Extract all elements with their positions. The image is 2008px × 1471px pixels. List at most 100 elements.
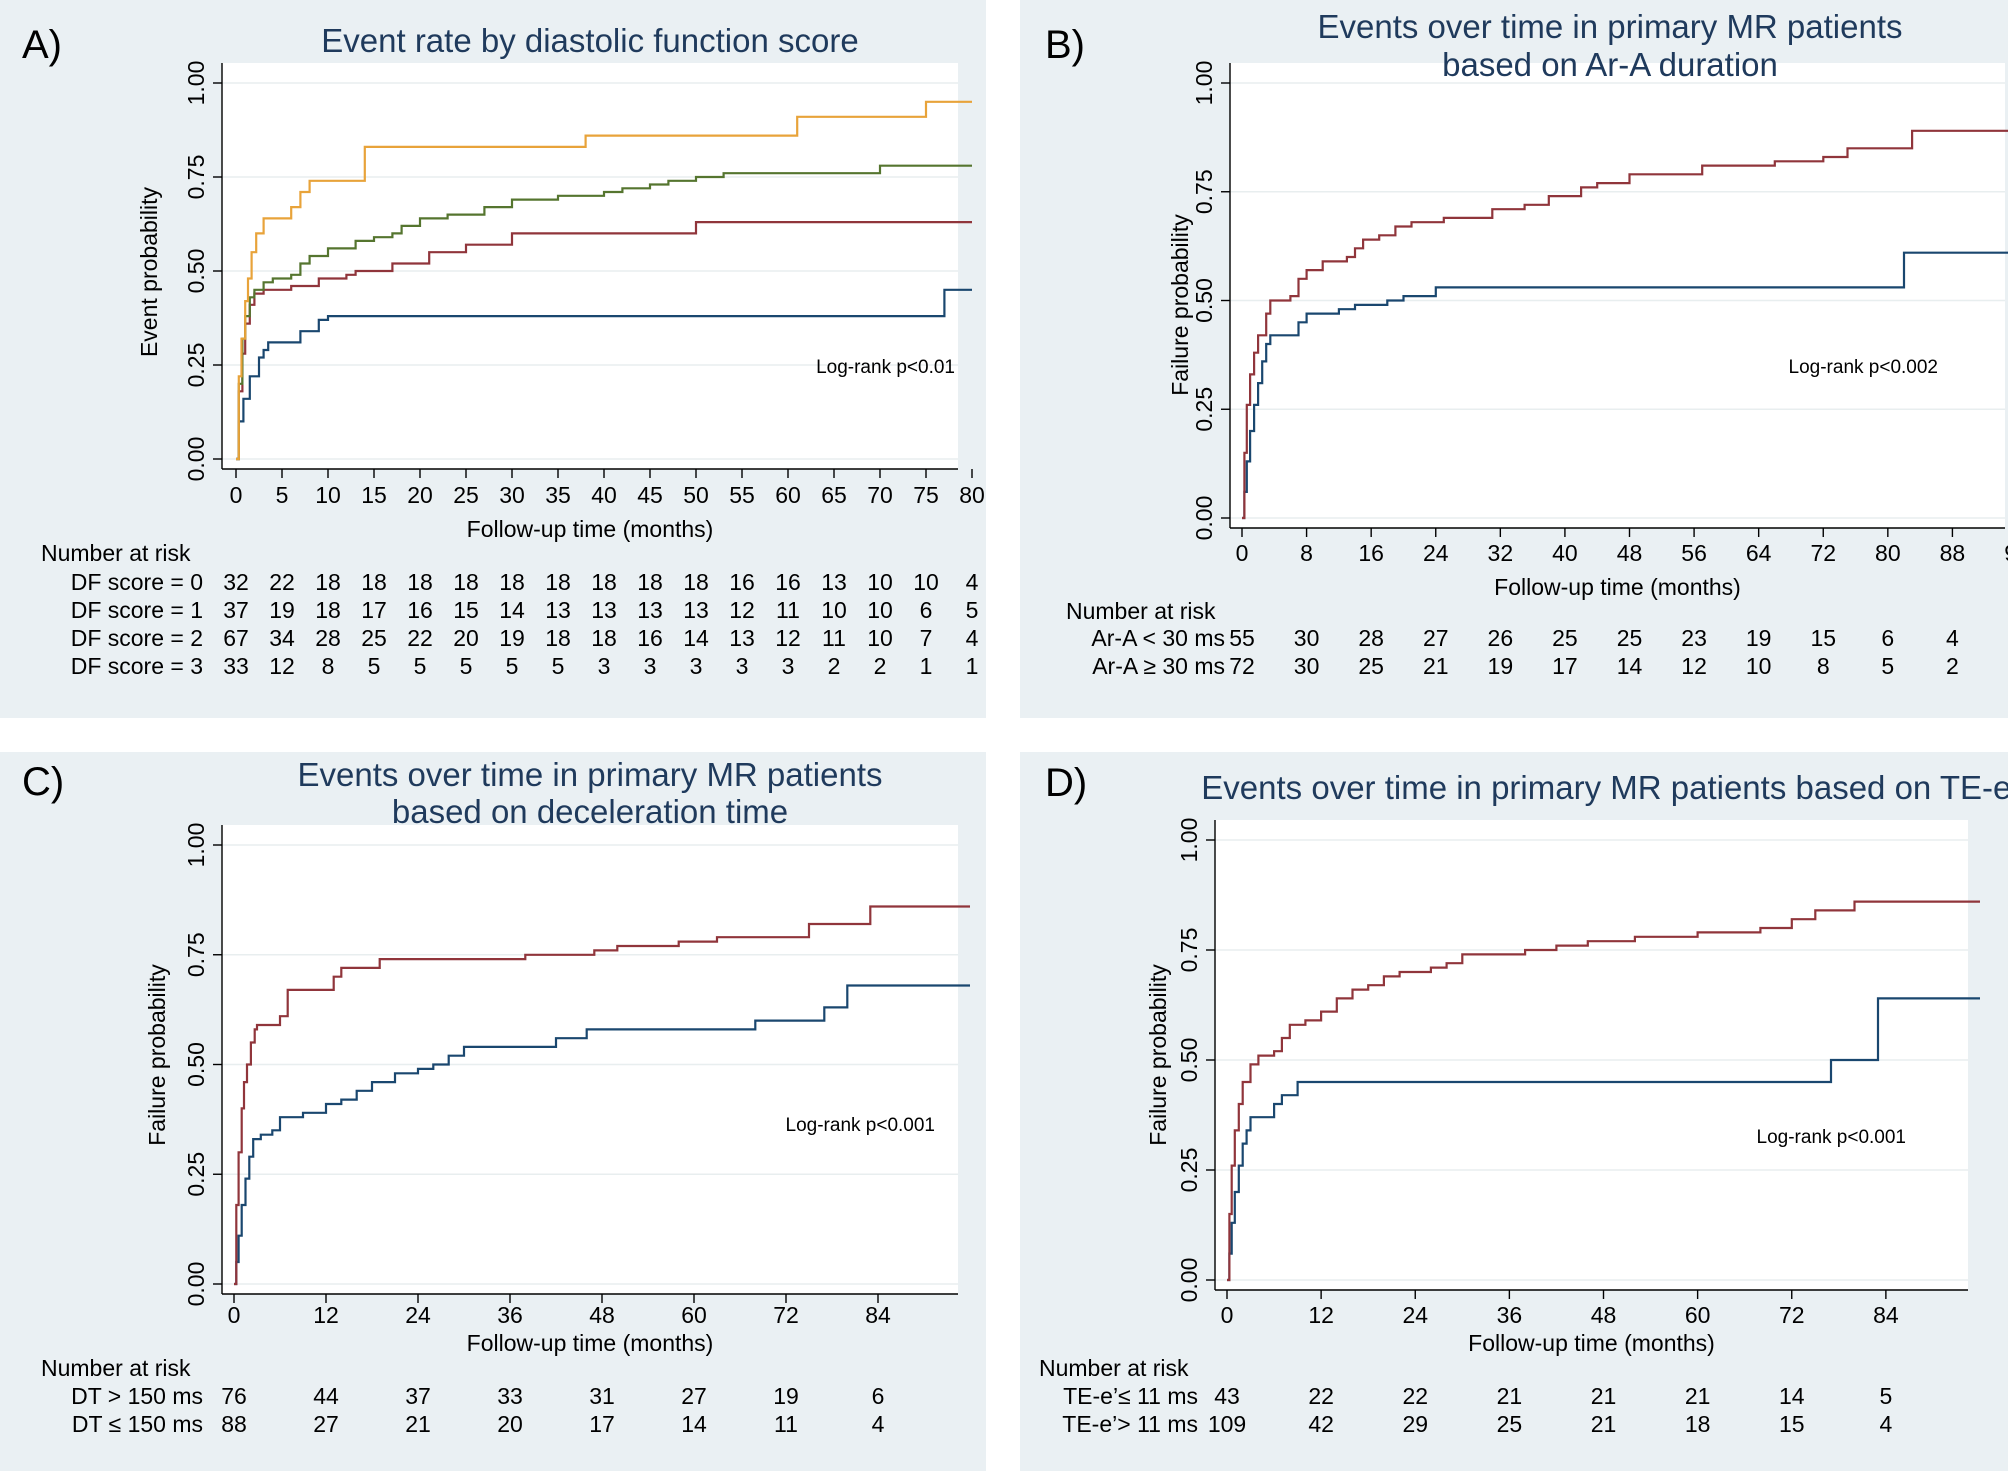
risk-count: 18 [361,569,387,595]
risk-count: 22 [1308,1383,1334,1409]
x-tick-label: 96 [2004,540,2008,566]
risk-count: 13 [637,597,663,623]
risk-count: 33 [223,653,249,679]
x-tick-label: 16 [1358,540,1384,566]
y-tick-label: 0.00 [1191,496,1217,541]
risk-row-label: DT ≤ 150 ms [72,1411,203,1437]
risk-count: 26 [1488,625,1514,651]
risk-row-label: DF score = 0 [71,569,203,595]
figure-canvas: 0.000.250.500.751.000 5 10 15 20 25 30 35 40 45 50… [0,0,2008,1471]
risk-count: 27 [681,1383,707,1409]
risk-count: 21 [1423,653,1449,679]
risk-count: 34 [269,625,295,651]
risk-count: 25 [1552,625,1578,651]
risk-count: 4 [1946,625,1959,651]
x-tick-label: 56 [1681,540,1707,566]
risk-count: 17 [361,597,387,623]
x-axis-title: Follow-up time (months) [467,516,714,542]
risk-count: 13 [591,597,617,623]
risk-count: 37 [405,1383,431,1409]
panel-letter: B) [1045,23,1085,67]
x-tick-label: 35 [545,482,571,508]
risk-count: 10 [867,625,893,651]
chart-title-line: Events over time in primary MR patients … [1201,769,2008,806]
plot-area [1230,63,2005,528]
x-tick-label: 48 [1591,1302,1617,1328]
x-tick-label: 36 [1497,1302,1523,1328]
risk-count: 33 [497,1383,523,1409]
y-tick-label: 0.75 [1176,928,1202,973]
x-tick-label: 24 [405,1302,431,1328]
y-tick-label: 0.00 [1176,1258,1202,1303]
panel-d: 0.000.250.500.751.000 12 24 36 48 60 72 84Follo… [1020,752,2008,1471]
x-tick-label: 60 [1685,1302,1711,1328]
risk-count: 22 [407,625,433,651]
risk-count: 28 [1358,625,1384,651]
x-tick-label: 24 [1423,540,1449,566]
y-tick-label: 0.25 [183,343,209,388]
x-tick-label: 65 [821,482,847,508]
risk-count: 29 [1402,1411,1428,1437]
x-tick-label: 30 [499,482,525,508]
risk-count: 15 [1810,625,1836,651]
risk-count: 10 [867,569,893,595]
x-tick-label: 64 [1746,540,1772,566]
x-tick-label: 50 [683,482,709,508]
risk-count: 18 [453,569,479,595]
risk-count: 19 [1488,653,1514,679]
x-tick-label: 25 [453,482,479,508]
risk-count: 12 [1681,653,1707,679]
plot-area [1215,820,1968,1290]
risk-count: 18 [683,569,709,595]
risk-count: 25 [1497,1411,1523,1437]
x-tick-label: 72 [773,1302,799,1328]
risk-count: 19 [773,1383,799,1409]
risk-count: 23 [1681,625,1707,651]
risk-count: 19 [1746,625,1772,651]
y-tick-label: 0.25 [1176,1148,1202,1193]
x-axis-title: Follow-up time (months) [1494,574,1741,600]
risk-count: 88 [221,1411,247,1437]
risk-count: 21 [1685,1383,1711,1409]
risk-count: 10 [1746,653,1772,679]
y-tick-label: 0.00 [183,437,209,482]
risk-count: 17 [589,1411,615,1437]
x-tick-label: 55 [729,482,755,508]
y-axis-title: Failure probability [144,964,170,1146]
risk-count: 14 [1779,1383,1805,1409]
risk-count: 27 [313,1411,339,1437]
risk-count: 27 [1423,625,1449,651]
risk-count: 22 [269,569,295,595]
y-tick-label: 0.25 [183,1152,209,1197]
risk-count: 3 [736,653,749,679]
risk-count: 14 [681,1411,707,1437]
risk-count: 109 [1208,1411,1246,1437]
risk-table-header: Number at risk [41,540,191,566]
chart-title-line: Events over time in primary MR patients [297,756,882,793]
risk-count: 6 [920,597,933,623]
risk-row-label: DT > 150 ms [71,1383,203,1409]
risk-count: 21 [1591,1383,1617,1409]
log-rank-annotation: Log-rank p<0.002 [1789,357,1938,378]
risk-count: 10 [821,597,847,623]
risk-count: 10 [867,597,893,623]
risk-count: 44 [313,1383,339,1409]
risk-count: 55 [1229,625,1255,651]
y-tick-label: 0.50 [1191,278,1217,323]
risk-row-label: TE-e’> 11 ms [1062,1411,1198,1437]
x-tick-label: 24 [1402,1302,1428,1328]
risk-count: 18 [591,625,617,651]
risk-count: 16 [407,597,433,623]
panel-letter: A) [22,23,62,67]
risk-count: 5 [506,653,519,679]
risk-count: 5 [1879,1383,1892,1409]
x-axis-title: Follow-up time (months) [1468,1330,1715,1356]
risk-row-label: Ar-A < 30 ms [1091,625,1225,651]
risk-count: 31 [589,1383,615,1409]
panel-letter: D) [1045,761,1087,805]
risk-count: 3 [598,653,611,679]
risk-table-header: Number at risk [1066,598,1216,624]
risk-count: 8 [322,653,335,679]
x-tick-label: 45 [637,482,663,508]
chart-title-line: Event rate by diastolic function score [321,22,858,59]
